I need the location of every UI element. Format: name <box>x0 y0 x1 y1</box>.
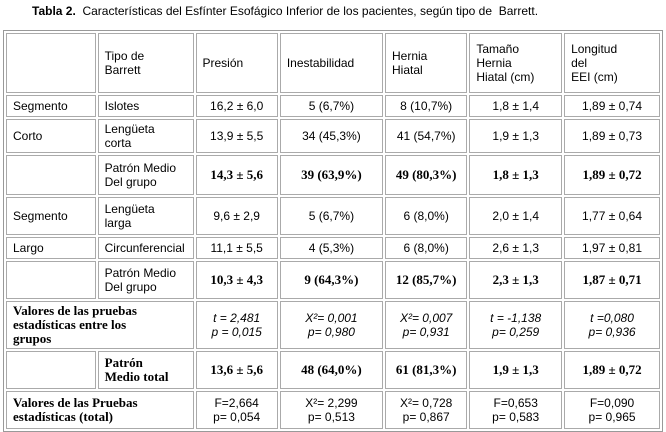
value-cell: F=0,090 p= 0,965 <box>564 391 660 429</box>
value-cell: t = 2,481 p = 0,015 <box>195 301 278 349</box>
stats-label: Valores de las pruebas estadísticas entr… <box>6 301 194 349</box>
value-cell: 1,9 ± 1,3 <box>469 119 563 153</box>
value-cell: 1,9 ± 1,3 <box>469 351 563 389</box>
header-cell: Inestabilidad <box>279 33 383 93</box>
empty-cell <box>6 33 96 93</box>
header-cell: Presión <box>195 33 278 93</box>
value-cell: 61 (81,3%) <box>385 351 468 389</box>
value-cell: 10,3 ± 4,3 <box>195 261 278 299</box>
value-cell: 49 (80,3%) <box>385 155 468 195</box>
value-cell: 6 (8,0%) <box>385 197 468 235</box>
value-cell: 34 (45,3%) <box>279 119 383 153</box>
value-cell: F=2,664 p= 0,054 <box>195 391 278 429</box>
value-cell: 9,6 ± 2,9 <box>195 197 278 235</box>
value-cell: 13,6 ± 5,6 <box>195 351 278 389</box>
header-cell: Tipo de Barrett <box>97 33 194 93</box>
value-cell: F=0,653 p= 0,583 <box>469 391 563 429</box>
value-cell: 1,89 ± 0,72 <box>564 351 660 389</box>
value-cell: 6 (8,0%) <box>385 237 468 259</box>
header-row: Tipo de Barrett Presión Inestabilidad He… <box>6 33 660 93</box>
data-table: Tipo de Barrett Presión Inestabilidad He… <box>3 30 663 432</box>
type-cell: Islotes <box>97 95 194 117</box>
row: Segmento Islotes 16,2 ± 6,0 5 (6,7%) 8 (… <box>6 95 660 117</box>
caption-label: Tabla 2. <box>32 4 76 18</box>
value-cell: 16,2 ± 6,0 <box>195 95 278 117</box>
type-cell: Lengüeta larga <box>97 197 194 235</box>
value-cell: X²= 0,007 p= 0,931 <box>385 301 468 349</box>
type-cell: Circunferencial <box>97 237 194 259</box>
value-cell: 39 (63,9%) <box>279 155 383 195</box>
value-cell: 14,3 ± 5,6 <box>195 155 278 195</box>
value-cell: 1,89 ± 0,72 <box>564 155 660 195</box>
table-caption: Tabla 2. Características del Esfínter Es… <box>32 4 538 18</box>
row: Largo Circunferencial 11,1 ± 5,5 4 (5,3%… <box>6 237 660 259</box>
value-cell: 8 (10,7%) <box>385 95 468 117</box>
value-cell: 4 (5,3%) <box>279 237 383 259</box>
row: Segmento Lengüeta larga 9,6 ± 2,9 5 (6,7… <box>6 197 660 235</box>
value-cell: 2,6 ± 1,3 <box>469 237 563 259</box>
value-cell: 1,87 ± 0,71 <box>564 261 660 299</box>
type-cell: Patrón Medio total <box>97 351 194 389</box>
summary-row: Patrón Medio Del grupo 14,3 ± 5,6 39 (63… <box>6 155 660 195</box>
value-cell: 1,77 ± 0,64 <box>564 197 660 235</box>
value-cell: X²= 0,001 p= 0,980 <box>279 301 383 349</box>
stats-row: Valores de las Pruebas estadísticas (tot… <box>6 391 660 429</box>
value-cell: 13,9 ± 5,5 <box>195 119 278 153</box>
value-cell: 9 (64,3%) <box>279 261 383 299</box>
header-cell: Tamaño Hernia Hiatal (cm) <box>469 33 563 93</box>
group-cell: Corto <box>6 119 96 153</box>
value-cell: 11,1 ± 5,5 <box>195 237 278 259</box>
value-cell: 1,97 ± 0,81 <box>564 237 660 259</box>
type-cell: Lengüeta corta <box>97 119 194 153</box>
type-cell: Patrón Medio Del grupo <box>97 155 194 195</box>
header-cell: Hernia Hiatal <box>385 33 468 93</box>
value-cell: t =0,080 p= 0,936 <box>564 301 660 349</box>
total-row: Patrón Medio total 13,6 ± 5,6 48 (64,0%)… <box>6 351 660 389</box>
empty-cell <box>6 261 96 299</box>
value-cell: 41 (54,7%) <box>385 119 468 153</box>
row: Corto Lengüeta corta 13,9 ± 5,5 34 (45,3… <box>6 119 660 153</box>
value-cell: t = -1,138 p= 0,259 <box>469 301 563 349</box>
empty-cell <box>6 351 96 389</box>
value-cell: 5 (6,7%) <box>279 95 383 117</box>
value-cell: 48 (64,0%) <box>279 351 383 389</box>
caption-text: Características del Esfínter Esofágico I… <box>82 4 539 18</box>
group-cell: Segmento <box>6 197 96 235</box>
value-cell: 5 (6,7%) <box>279 197 383 235</box>
value-cell: 1,8 ± 1,3 <box>469 155 563 195</box>
type-cell: Patrón Medio Del grupo <box>97 261 194 299</box>
value-cell: 2,3 ± 1,3 <box>469 261 563 299</box>
group-cell: Largo <box>6 237 96 259</box>
value-cell: 1,89 ± 0,73 <box>564 119 660 153</box>
stats-label: Valores de las Pruebas estadísticas (tot… <box>6 391 194 429</box>
value-cell: 1,8 ± 1,4 <box>469 95 563 117</box>
value-cell: X²= 2,299 p= 0,513 <box>279 391 383 429</box>
value-cell: X²= 0,728 p= 0,867 <box>385 391 468 429</box>
value-cell: 12 (85,7%) <box>385 261 468 299</box>
summary-row: Patrón Medio Del grupo 10,3 ± 4,3 9 (64,… <box>6 261 660 299</box>
stats-row: Valores de las pruebas estadísticas entr… <box>6 301 660 349</box>
empty-cell <box>6 155 96 195</box>
header-cell: Longitud del EEI (cm) <box>564 33 660 93</box>
value-cell: 1,89 ± 0,74 <box>564 95 660 117</box>
value-cell: 2,0 ± 1,4 <box>469 197 563 235</box>
group-cell: Segmento <box>6 95 96 117</box>
